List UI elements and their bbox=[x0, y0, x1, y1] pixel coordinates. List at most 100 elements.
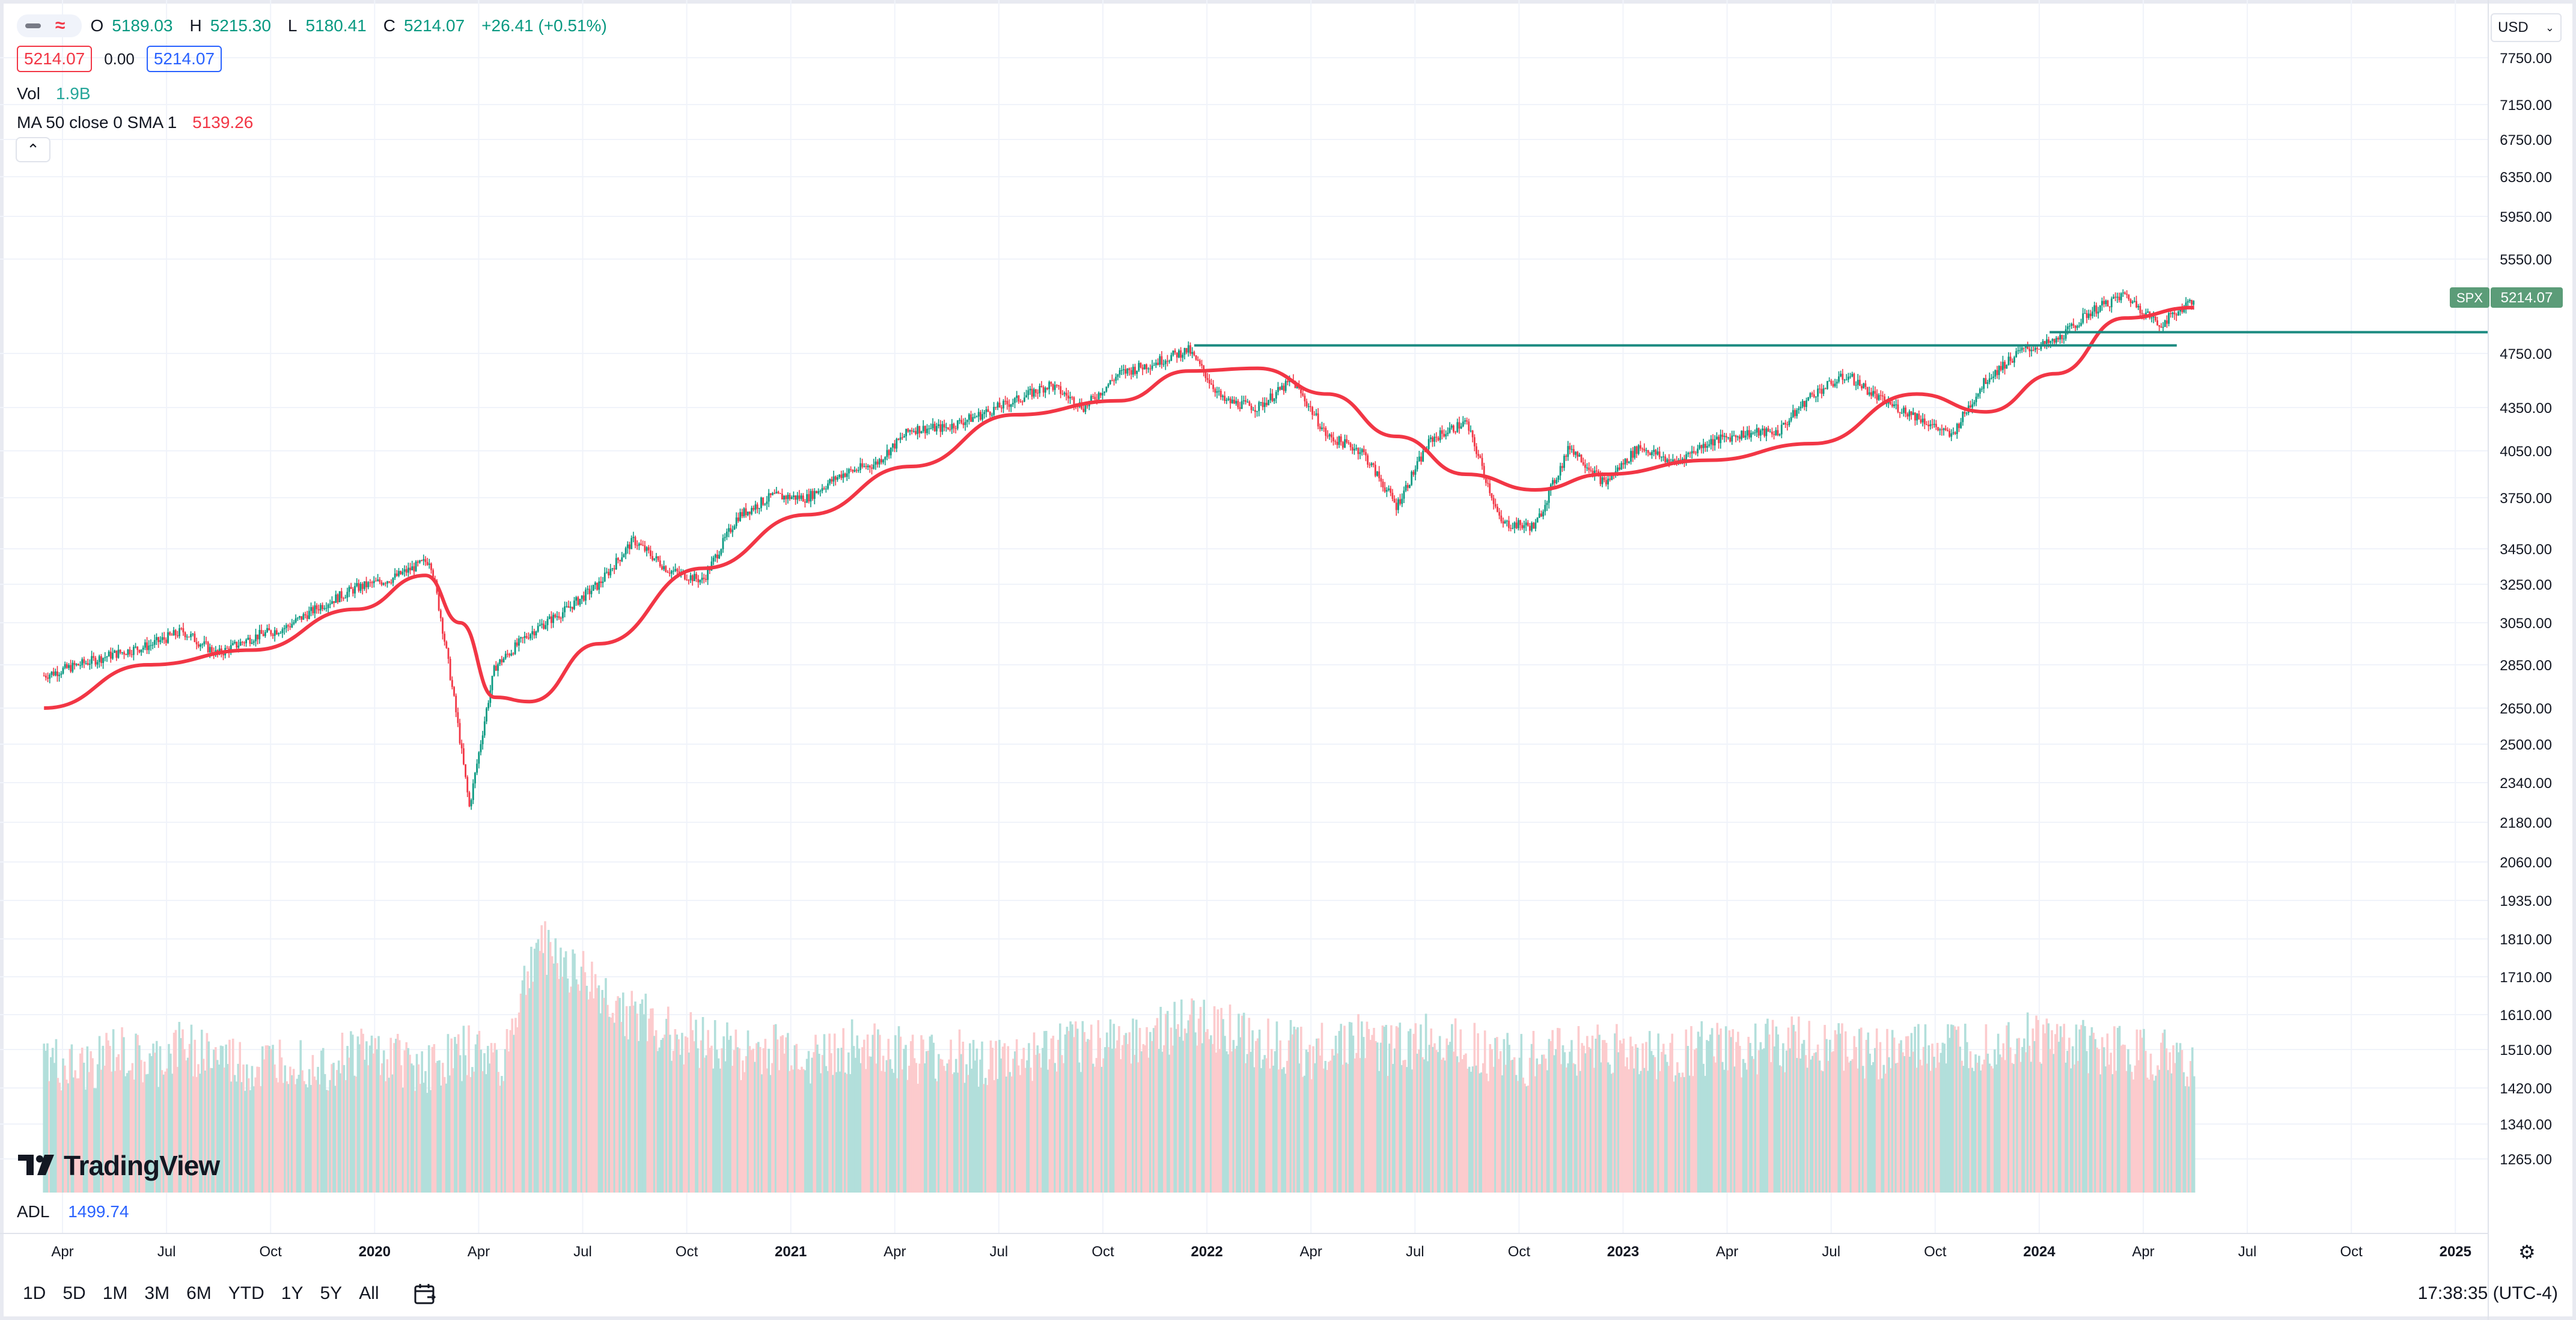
volume-bar bbox=[871, 1034, 874, 1193]
volume-bar bbox=[2049, 1049, 2051, 1193]
candle-body bbox=[1635, 446, 1638, 454]
clock-display[interactable]: 17:38:35 (UTC-4) bbox=[2417, 1283, 2558, 1303]
volume-bar bbox=[1525, 1086, 1528, 1193]
volume-bar bbox=[162, 1074, 165, 1193]
range-6m-button[interactable]: 6M bbox=[186, 1283, 212, 1303]
volume-bar bbox=[2158, 1069, 2161, 1193]
settings-icon[interactable]: ⚙ bbox=[2518, 1241, 2536, 1263]
candle-body bbox=[819, 490, 822, 492]
candle-body bbox=[993, 406, 995, 415]
volume-bar bbox=[757, 1042, 760, 1193]
x-tick-label: 2023 bbox=[1607, 1244, 1639, 1260]
candle-body bbox=[481, 735, 484, 745]
range-all-button[interactable]: All bbox=[359, 1283, 379, 1303]
collapse-legend-button[interactable]: ⌃ bbox=[16, 137, 50, 162]
candle-body bbox=[1483, 466, 1485, 476]
volume-bar bbox=[1366, 1021, 1369, 1193]
volume-bar bbox=[1778, 1065, 1781, 1193]
candle-body bbox=[182, 628, 185, 633]
volume-bar bbox=[1969, 1051, 1972, 1193]
volume-bar bbox=[1662, 1043, 1665, 1193]
volume-bar bbox=[1130, 1063, 1132, 1193]
candle-body bbox=[398, 570, 400, 576]
candle-body bbox=[179, 628, 180, 637]
candle-body bbox=[1403, 490, 1405, 499]
range-ytd-button[interactable]: YTD bbox=[228, 1283, 264, 1303]
volume-bar bbox=[2132, 1079, 2135, 1193]
candle-body bbox=[1765, 428, 1768, 436]
candle-body bbox=[239, 641, 242, 646]
volume-bar bbox=[2161, 1033, 2164, 1193]
wave-icon[interactable]: ≈ bbox=[55, 16, 66, 35]
candle-body bbox=[493, 665, 495, 676]
candle-body bbox=[783, 495, 785, 500]
volume-bar bbox=[1643, 1068, 1646, 1193]
range-5y-button[interactable]: 5Y bbox=[320, 1283, 343, 1303]
buy-price-button[interactable]: 5214.07 bbox=[146, 46, 222, 72]
candle-body bbox=[2145, 313, 2147, 316]
range-1m-button[interactable]: 1M bbox=[102, 1283, 128, 1303]
candle-body bbox=[1857, 379, 1859, 385]
volume-bar bbox=[1504, 1065, 1507, 1193]
candle-body bbox=[439, 610, 442, 619]
range-5d-button[interactable]: 5D bbox=[63, 1283, 86, 1303]
volume-bar bbox=[625, 1006, 628, 1193]
candle-body bbox=[1783, 423, 1784, 425]
volume-bar bbox=[1512, 1060, 1514, 1193]
candle-body bbox=[1269, 393, 1272, 400]
volume-bar bbox=[339, 1073, 342, 1193]
volume-bar bbox=[585, 985, 588, 1193]
volume-bar bbox=[564, 951, 567, 1193]
volume-bar bbox=[1584, 1053, 1587, 1193]
candle-body bbox=[1094, 397, 1096, 400]
candle-body bbox=[1136, 370, 1138, 374]
range-1d-button[interactable]: 1D bbox=[23, 1283, 46, 1303]
volume-bar bbox=[1022, 1048, 1025, 1193]
x-tick-label: Apr bbox=[468, 1244, 490, 1260]
volume-bar bbox=[168, 1043, 170, 1193]
candle-body bbox=[2152, 316, 2155, 318]
volume-bar bbox=[194, 1039, 197, 1193]
range-1y-button[interactable]: 1Y bbox=[281, 1283, 304, 1303]
sell-price-button[interactable]: 5214.07 bbox=[17, 46, 93, 72]
volume-bar bbox=[1499, 1051, 1502, 1193]
adl-label[interactable]: ADL bbox=[17, 1202, 49, 1221]
calendar-icon[interactable] bbox=[412, 1280, 438, 1307]
volume-label[interactable]: Vol bbox=[17, 84, 40, 103]
currency-select[interactable]: USD ⌄ bbox=[2491, 13, 2562, 42]
candle-body bbox=[237, 646, 240, 648]
ma-label[interactable]: MA 50 close 0 SMA 1 bbox=[17, 113, 177, 132]
candle-body bbox=[1382, 481, 1384, 487]
candle-body bbox=[735, 517, 737, 527]
volume-bar bbox=[1894, 1063, 1897, 1193]
volume-bar bbox=[611, 1012, 614, 1193]
volume-bar bbox=[681, 1033, 683, 1193]
candle-body bbox=[1334, 441, 1337, 442]
candle-body bbox=[730, 528, 732, 533]
candle-body bbox=[960, 420, 963, 423]
candle-body bbox=[495, 665, 497, 671]
volume-bar bbox=[1947, 1024, 1949, 1193]
volume-bar bbox=[2026, 1012, 2029, 1193]
volume-bar bbox=[1258, 1029, 1261, 1193]
volume-bar bbox=[367, 1065, 370, 1193]
candle-body bbox=[501, 659, 503, 662]
candle-body bbox=[840, 474, 843, 478]
volume-bar bbox=[1843, 1071, 1845, 1193]
candle-body bbox=[2013, 357, 2015, 363]
volume-bar bbox=[474, 1044, 477, 1193]
hide-series-icon[interactable] bbox=[25, 23, 41, 28]
volume-bar bbox=[950, 1039, 952, 1193]
volume-bar bbox=[878, 1034, 881, 1193]
candle-body bbox=[920, 431, 923, 433]
volume-bar bbox=[766, 1068, 769, 1193]
series-visibility-toggle[interactable]: ≈ bbox=[17, 14, 82, 37]
candle-body bbox=[2183, 308, 2185, 313]
volume-bar bbox=[1064, 1034, 1067, 1193]
candle-body bbox=[1138, 362, 1140, 371]
volume-bar bbox=[734, 1029, 737, 1193]
range-3m-button[interactable]: 3M bbox=[144, 1283, 170, 1303]
candle-body bbox=[1432, 437, 1433, 442]
candle-body bbox=[449, 659, 451, 680]
